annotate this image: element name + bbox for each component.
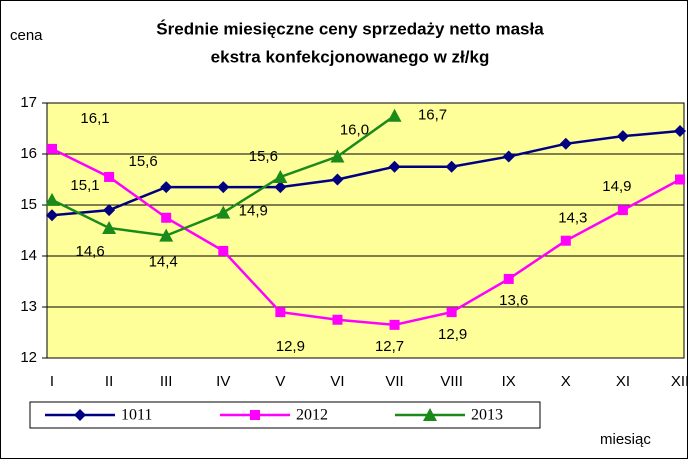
- y-tick-label: 15: [20, 196, 37, 213]
- marker: [445, 160, 458, 173]
- x-axis-label: miesiąc: [600, 431, 651, 448]
- y-tick-label: 12: [20, 349, 37, 366]
- x-tick-label: V: [275, 373, 285, 390]
- marker: [217, 181, 230, 194]
- y-tick-label: 17: [20, 94, 37, 111]
- marker: [216, 205, 231, 219]
- x-tick-label: XI: [616, 373, 630, 390]
- marker: [389, 319, 400, 330]
- chart-title: ekstra konfekcjonowanego w zł/kg: [211, 47, 490, 66]
- x-tick-label: IV: [216, 373, 230, 390]
- x-tick-label: II: [105, 373, 113, 390]
- data-label: 13,6: [499, 292, 528, 309]
- series-line: [51, 129, 681, 217]
- data-label: 15,1: [70, 177, 99, 194]
- marker: [388, 160, 401, 173]
- data-label: 15,6: [128, 153, 157, 170]
- series-line: [51, 147, 681, 327]
- x-tick-label: X: [561, 373, 571, 390]
- legend-label: 1011: [121, 407, 152, 424]
- marker: [446, 307, 457, 318]
- marker: [218, 245, 229, 256]
- data-label: 14,3: [558, 210, 587, 227]
- x-tick-label: VI: [330, 373, 344, 390]
- marker: [102, 220, 117, 234]
- marker: [274, 181, 287, 194]
- data-label: 14,9: [602, 178, 631, 195]
- marker: [330, 149, 345, 163]
- marker: [103, 204, 116, 217]
- marker: [159, 228, 174, 242]
- marker: [160, 181, 173, 194]
- marker: [45, 192, 59, 206]
- x-tick-label: VIII: [440, 373, 463, 390]
- marker: [675, 174, 685, 185]
- data-label: 12,9: [438, 326, 467, 343]
- data-label: 16,0: [340, 122, 369, 139]
- legend-label: 2012: [296, 407, 328, 424]
- marker: [250, 410, 260, 420]
- data-label: 16,1: [80, 110, 109, 127]
- marker: [617, 205, 628, 216]
- marker: [104, 171, 115, 182]
- x-tick-label: I: [50, 373, 54, 390]
- data-label: 16,7: [418, 107, 447, 124]
- data-label: 12,9: [276, 338, 305, 355]
- marker: [502, 150, 515, 163]
- data-label: 14,4: [149, 254, 178, 271]
- y-axis-label: cena: [10, 27, 43, 44]
- marker: [161, 212, 172, 223]
- data-label: 14,6: [75, 243, 104, 260]
- x-tick-label: IX: [502, 373, 516, 390]
- x-tick-label: VII: [385, 373, 403, 390]
- marker: [273, 169, 288, 183]
- marker: [331, 173, 344, 186]
- legend-label: 2013: [471, 407, 503, 424]
- y-tick-label: 16: [20, 145, 37, 162]
- marker: [559, 137, 572, 150]
- marker: [423, 408, 437, 421]
- marker: [674, 125, 686, 138]
- marker: [503, 273, 514, 284]
- y-tick-label: 14: [20, 247, 37, 264]
- data-label: 15,6: [249, 148, 278, 165]
- marker: [47, 143, 57, 154]
- marker: [560, 235, 571, 246]
- marker: [275, 307, 286, 318]
- marker: [387, 108, 402, 122]
- x-tick-label: III: [160, 373, 173, 390]
- plot-area: [46, 102, 685, 359]
- x-tick-label: XII: [671, 373, 688, 390]
- y-tick-label: 13: [20, 298, 37, 315]
- marker: [616, 130, 629, 143]
- marker: [74, 409, 86, 421]
- data-label: 12,7: [375, 338, 404, 355]
- chart-title: Średnie miesięczne ceny sprzedaży netto …: [156, 19, 544, 38]
- data-label: 14,9: [239, 203, 268, 220]
- marker: [46, 209, 58, 222]
- marker: [332, 314, 343, 325]
